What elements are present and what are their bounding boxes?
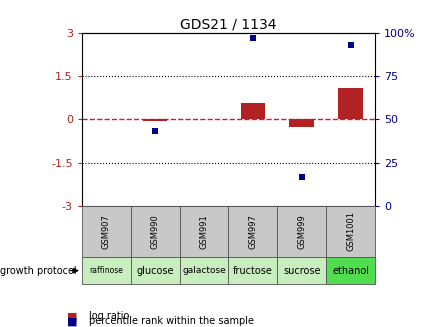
Bar xyxy=(228,206,276,257)
Bar xyxy=(179,206,228,257)
Bar xyxy=(228,257,276,284)
Bar xyxy=(338,88,362,119)
Text: GSM997: GSM997 xyxy=(248,214,257,249)
Bar xyxy=(143,119,167,121)
Text: GSM991: GSM991 xyxy=(199,214,208,249)
Text: raffinose: raffinose xyxy=(89,266,123,275)
Text: GSM907: GSM907 xyxy=(101,214,111,249)
Text: log ratio: log ratio xyxy=(89,311,129,321)
Text: growth protocol: growth protocol xyxy=(0,266,77,276)
Bar xyxy=(276,257,326,284)
Text: ethanol: ethanol xyxy=(331,266,368,276)
Text: ■: ■ xyxy=(67,311,77,321)
Bar xyxy=(276,206,326,257)
Bar xyxy=(130,206,179,257)
Bar xyxy=(82,206,130,257)
Text: GSM990: GSM990 xyxy=(150,214,159,249)
Text: sucrose: sucrose xyxy=(282,266,320,276)
Text: percentile rank within the sample: percentile rank within the sample xyxy=(89,316,253,326)
Bar xyxy=(326,257,374,284)
Bar xyxy=(240,103,264,119)
Bar xyxy=(289,119,313,127)
Text: GSM999: GSM999 xyxy=(297,214,305,249)
Bar xyxy=(82,257,130,284)
Bar xyxy=(130,257,179,284)
Title: GDS21 / 1134: GDS21 / 1134 xyxy=(180,18,276,31)
Text: fructose: fructose xyxy=(232,266,272,276)
Text: ■: ■ xyxy=(67,316,77,326)
Text: GSM1001: GSM1001 xyxy=(345,211,354,251)
Text: glucose: glucose xyxy=(136,266,174,276)
Bar xyxy=(326,206,374,257)
Bar xyxy=(179,257,228,284)
Text: galactose: galactose xyxy=(182,266,225,275)
